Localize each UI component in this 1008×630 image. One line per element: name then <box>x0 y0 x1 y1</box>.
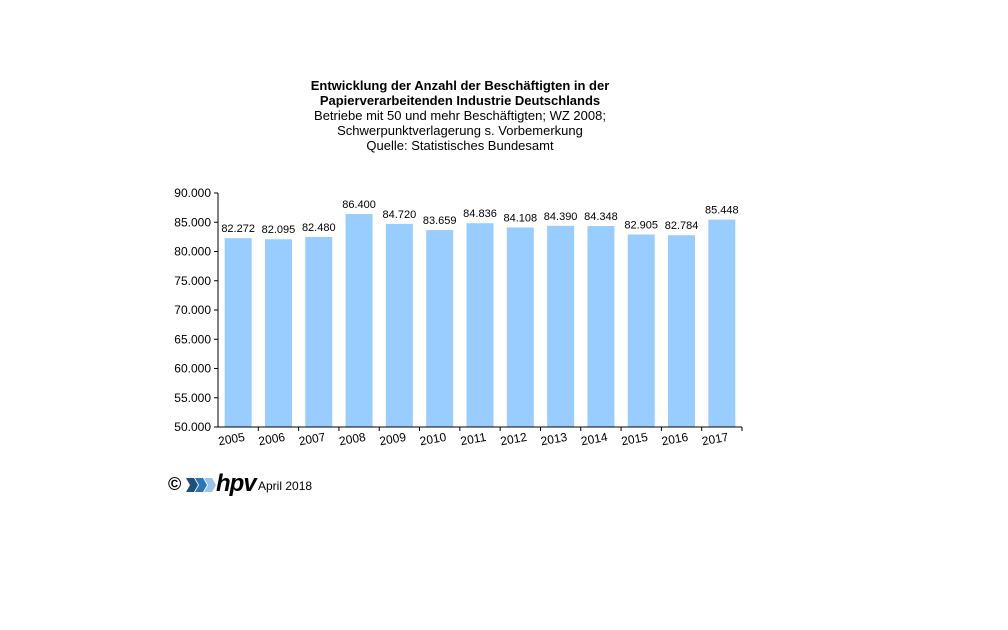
bar-2010 <box>426 230 454 427</box>
bar-value-label-2005: 82.272 <box>221 223 255 235</box>
bar-2006 <box>264 239 292 427</box>
copyright-symbol: © <box>168 474 182 494</box>
bar-2007 <box>305 236 333 427</box>
bar-value-label-2016: 82.784 <box>665 220 699 232</box>
x-tick-label-2014: 2014 <box>580 430 609 448</box>
bar-2008 <box>345 214 373 427</box>
bar-2017 <box>708 219 736 427</box>
bar-2005 <box>224 238 252 427</box>
x-tick-label-2007: 2007 <box>298 430 327 448</box>
y-tick-label: 55.000 <box>174 391 211 405</box>
chart-subtitle-line-2: Schwerpunktverlagerung s. Vorbemerkung <box>337 123 583 138</box>
bar-2013 <box>547 225 575 427</box>
bar-2016 <box>668 235 696 427</box>
x-tick-label-2017: 2017 <box>701 430 730 448</box>
bar-value-label-2011: 84.836 <box>463 208 497 220</box>
bar-value-label-2008: 86.400 <box>342 199 376 211</box>
y-tick-label: 60.000 <box>174 362 211 376</box>
y-tick-label: 50.000 <box>174 420 211 434</box>
bar-value-label-2009: 84.720 <box>383 209 417 221</box>
x-tick-label-2006: 2006 <box>257 430 286 448</box>
chart-subtitle-line-1: Betriebe mit 50 und mehr Beschäftigten; … <box>314 108 606 123</box>
x-tick-label-2016: 2016 <box>660 430 689 448</box>
chart-title-line-1: Entwicklung der Anzahl der Beschäftigten… <box>310 78 610 93</box>
hpv-logo-text: hpv <box>216 470 257 497</box>
chart-title-block: Entwicklung der Anzahl der Beschäftigten… <box>200 78 720 153</box>
bar-2014 <box>587 226 615 427</box>
bar-value-label-2010: 83.659 <box>423 215 457 227</box>
x-tick-label-2008: 2008 <box>338 430 367 448</box>
x-tick-label-2013: 2013 <box>540 430 569 448</box>
bar-value-label-2012: 84.108 <box>503 212 537 224</box>
chart-title-line-2: Papierverarbeitenden Industrie Deutschla… <box>319 93 601 108</box>
bar-value-label-2017: 85.448 <box>705 205 739 217</box>
bar-value-label-2015: 82.905 <box>624 220 658 232</box>
y-tick-label: 65.000 <box>174 332 211 346</box>
y-tick-label: 80.000 <box>174 245 211 259</box>
y-tick-label: 70.000 <box>174 303 211 317</box>
bar-2012 <box>506 227 534 427</box>
x-tick-label-2011: 2011 <box>459 430 487 448</box>
footer-date: April 2018 <box>258 479 313 493</box>
x-tick-label-2005: 2005 <box>217 430 246 448</box>
x-tick-label-2015: 2015 <box>620 430 649 448</box>
y-tick-label: 85.000 <box>174 215 211 229</box>
bar-2015 <box>627 234 655 427</box>
y-tick-label: 75.000 <box>174 274 211 288</box>
x-tick-label-2010: 2010 <box>419 430 448 448</box>
bar-2011 <box>466 223 494 427</box>
chart-subtitle-line-3: Quelle: Statistisches Bundesamt <box>366 138 554 153</box>
bar-value-label-2007: 82.480 <box>302 222 336 234</box>
x-tick-label-2012: 2012 <box>499 430 528 448</box>
bar-value-label-2006: 82.095 <box>262 224 296 236</box>
bar-2009 <box>385 223 413 427</box>
bar-value-label-2014: 84.348 <box>584 211 618 223</box>
hpv-logo-arrows-icon <box>186 478 216 492</box>
x-tick-label-2009: 2009 <box>378 430 407 448</box>
y-tick-label: 90.000 <box>174 186 211 200</box>
bar-value-label-2013: 84.390 <box>544 211 578 223</box>
